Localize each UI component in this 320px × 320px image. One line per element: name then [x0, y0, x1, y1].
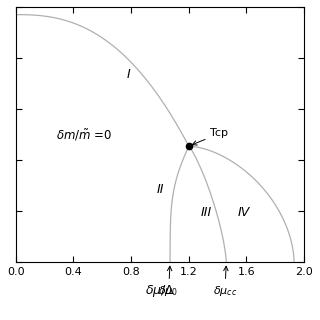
Text: $\delta\mu_0$: $\delta\mu_0$ — [158, 266, 179, 298]
X-axis label: $\delta\mu/\Delta$: $\delta\mu/\Delta$ — [145, 283, 175, 299]
Text: III: III — [201, 206, 212, 220]
Text: Tcp: Tcp — [192, 128, 228, 145]
Text: $\delta m/\tilde{m}$ =0: $\delta m/\tilde{m}$ =0 — [56, 128, 112, 143]
Text: II: II — [156, 183, 164, 196]
Text: I: I — [126, 68, 130, 82]
Text: IV: IV — [237, 206, 250, 220]
Text: $\delta\mu_{cc}$: $\delta\mu_{cc}$ — [213, 266, 237, 298]
